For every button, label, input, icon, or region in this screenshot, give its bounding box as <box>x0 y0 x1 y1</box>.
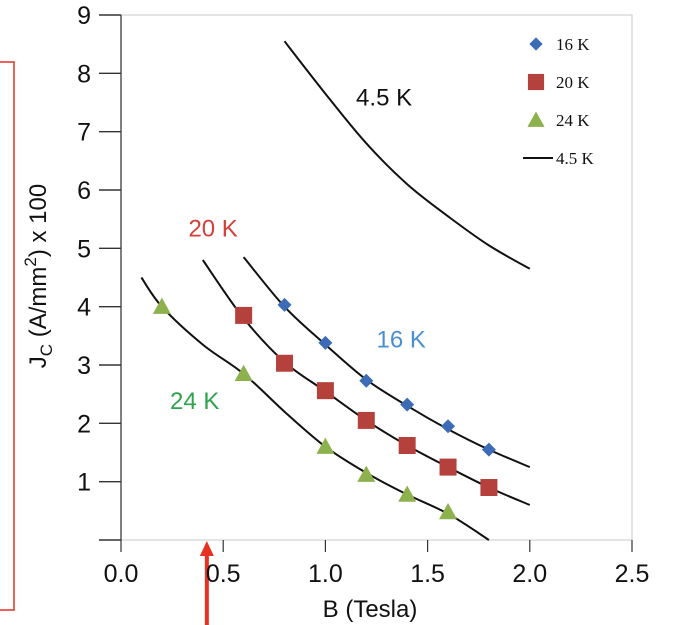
x-tick-label-0-0: 0.0 <box>104 560 139 588</box>
y-axis-title-sup: 2 <box>21 257 40 266</box>
point-24-k-3 <box>357 465 376 482</box>
y-axis-title-tail: ) x 100 <box>25 184 52 257</box>
data-points <box>152 297 498 520</box>
legend-swatch-24-k <box>527 111 545 127</box>
y-tick-label-8: 8 <box>77 60 91 88</box>
red-bracket-mark <box>0 61 15 611</box>
point-20-k-1 <box>276 354 294 372</box>
point-16-k-4 <box>441 419 456 434</box>
legend-label-20-k: 20 K <box>556 73 590 92</box>
point-20-k-0 <box>235 306 253 324</box>
legend-label-24-k: 24 K <box>556 111 590 130</box>
y-axis-title-sub: C <box>37 344 56 356</box>
y-axis-title-mid: (A/mm <box>25 267 52 344</box>
point-24-k-4 <box>398 485 417 502</box>
legend-label-4-5-k: 4.5 K <box>556 149 595 168</box>
y-tick-label-5: 5 <box>77 235 91 263</box>
point-24-k-1 <box>234 364 253 381</box>
y-tick-label-3: 3 <box>77 352 91 380</box>
point-20-k-2 <box>316 382 334 400</box>
point-24-k-2 <box>316 437 335 454</box>
y-tick-label-6: 6 <box>77 177 91 205</box>
y-tick-label-1: 1 <box>77 469 91 497</box>
y-tick-label-4: 4 <box>77 294 91 322</box>
overlay-marks <box>0 61 214 625</box>
x-tick-label-1-5: 1.5 <box>410 560 445 588</box>
legend-swatch-20-k <box>527 73 545 91</box>
x-tick-label-1-0: 1.0 <box>308 560 343 588</box>
point-20-k-3 <box>357 411 375 429</box>
y-axis-title: JC (A/mm2) x 100 <box>21 184 56 368</box>
legend-swatch-16-k <box>529 37 543 51</box>
y-tick-label-9: 9 <box>77 2 91 30</box>
point-20-k-4 <box>398 437 416 454</box>
annotation-20-k: 20 K <box>188 216 237 243</box>
point-16-k-5 <box>481 442 496 457</box>
point-16-k-3 <box>400 397 415 412</box>
plot-area <box>120 14 633 541</box>
fit-curve-24-k <box>140 276 490 541</box>
annotation-24-k: 24 K <box>170 388 219 415</box>
point-24-k-5 <box>439 503 458 520</box>
x-axis-title: B (Tesla) <box>323 596 418 623</box>
axis-ticks: 1 2 3 4 5 6 7 8 9 0.0 0.5 1.0 1.5 2.0 2.5 <box>77 2 649 588</box>
annotations: 4.5 K 20 K 16 K 24 K <box>170 84 426 414</box>
annotation-4-5-k: 4.5 K <box>356 84 412 111</box>
series-line-4-5-k <box>283 40 531 270</box>
y-tick-label-2: 2 <box>77 410 91 438</box>
point-16-k-0 <box>277 297 292 312</box>
legend-label-16-k: 16 K <box>556 35 590 54</box>
x-tick-label-2-5: 2.5 <box>615 560 650 588</box>
y-axis-title-j: J <box>25 356 52 368</box>
point-20-k-5 <box>439 458 457 476</box>
plot-frame <box>120 14 633 541</box>
point-16-k-1 <box>318 335 333 350</box>
x-tick-label-2-0: 2.0 <box>512 560 547 588</box>
x-tick-label-0-5: 0.5 <box>206 560 241 588</box>
annotation-16-k: 16 K <box>377 327 426 354</box>
y-tick-label-7: 7 <box>77 119 91 147</box>
red-arrow-head <box>199 541 214 556</box>
point-24-k-0 <box>152 297 171 314</box>
legend: 16 K 20 K 24 K 4.5 K <box>523 35 595 168</box>
point-20-k-6 <box>480 479 498 496</box>
point-16-k-2 <box>359 373 374 388</box>
